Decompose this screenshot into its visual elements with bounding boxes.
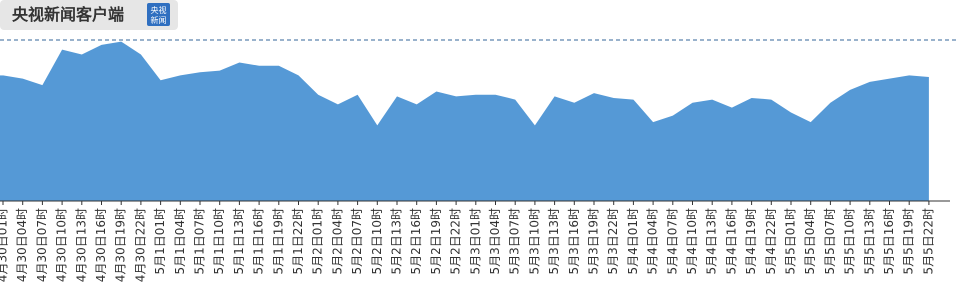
x-tick-label: 5月3日16时	[567, 208, 581, 275]
x-tick-label: 5月5日10时	[843, 208, 857, 275]
x-tick-label: 4月30日13时	[74, 208, 88, 282]
x-tick-label: 5月3日19时	[587, 208, 601, 275]
x-tick-label: 5月2日07时	[350, 208, 364, 275]
x-tick-label: 5月1日07时	[193, 208, 207, 275]
x-tick-label: 5月1日19时	[271, 208, 285, 275]
x-tick-label: 5月2日13时	[390, 208, 404, 275]
x-tick-label: 4月30日01时	[0, 208, 10, 282]
logo-text: 新闻	[151, 15, 167, 25]
x-tick-label: 5月2日19时	[429, 208, 443, 275]
area	[3, 41, 929, 201]
x-tick-label: 4月30日16时	[94, 208, 108, 282]
x-tick-label: 5月5日01时	[784, 208, 798, 275]
x-tick-label: 5月3日01时	[468, 208, 482, 275]
x-tick-label: 5月3日13时	[547, 208, 561, 275]
x-tick-label: 5月2日01时	[311, 208, 325, 275]
x-tick-label: 5月3日07时	[508, 208, 522, 275]
x-tick-label: 5月4日01时	[626, 208, 640, 275]
x-tick-label: 4月30日07时	[35, 208, 49, 282]
x-tick-label: 5月5日22时	[921, 208, 935, 275]
logo	[147, 3, 170, 26]
x-tick-label: 5月2日10时	[370, 208, 384, 275]
x-tick-label: 5月4日10时	[685, 208, 699, 275]
x-tick-label: 5月3日22时	[606, 208, 620, 275]
x-tick-label: 5月4日07时	[665, 208, 679, 275]
x-tick-label: 5月5日19时	[902, 208, 916, 275]
x-tick-label: 5月4日19时	[744, 208, 758, 275]
header-title: 央视新闻客户端	[12, 5, 124, 24]
x-tick-label: 5月3日10时	[527, 208, 541, 275]
x-tick-label: 4月30日19时	[114, 208, 128, 282]
x-tick-label: 5月4日13时	[705, 208, 719, 275]
area-edge	[0, 75, 3, 201]
x-tick-label: 5月1日01时	[153, 208, 167, 275]
x-tick-label: 4月30日04时	[15, 208, 29, 282]
x-tick-label: 5月1日04时	[173, 208, 187, 275]
x-tick-label: 5月4日16时	[724, 208, 738, 275]
x-tick-label: 5月1日10时	[212, 208, 226, 275]
x-tick-label: 4月30日22时	[133, 208, 147, 282]
header-bg	[0, 0, 178, 30]
x-tick-label: 5月5日16时	[882, 208, 896, 275]
x-tick-label: 5月1日13时	[232, 208, 246, 275]
x-tick-label: 5月4日04时	[646, 208, 660, 275]
logo-text: 央视	[151, 5, 167, 15]
x-tick-label: 4月30日10时	[55, 208, 69, 282]
x-tick-label: 5月5日07时	[823, 208, 837, 275]
x-tick-label: 5月2日04时	[330, 208, 344, 275]
x-tick-label: 5月1日16时	[252, 208, 266, 275]
x-tick-label: 5月5日04时	[803, 208, 817, 275]
x-tick-label: 5月2日16时	[409, 208, 423, 275]
x-tick-label: 5月2日22时	[449, 208, 463, 275]
x-tick-label: 5月1日22时	[291, 208, 305, 275]
x-tick-label: 5月3日04时	[488, 208, 502, 275]
x-tick-label: 5月4日22时	[764, 208, 778, 275]
x-tick-label: 5月5日13时	[862, 208, 876, 275]
